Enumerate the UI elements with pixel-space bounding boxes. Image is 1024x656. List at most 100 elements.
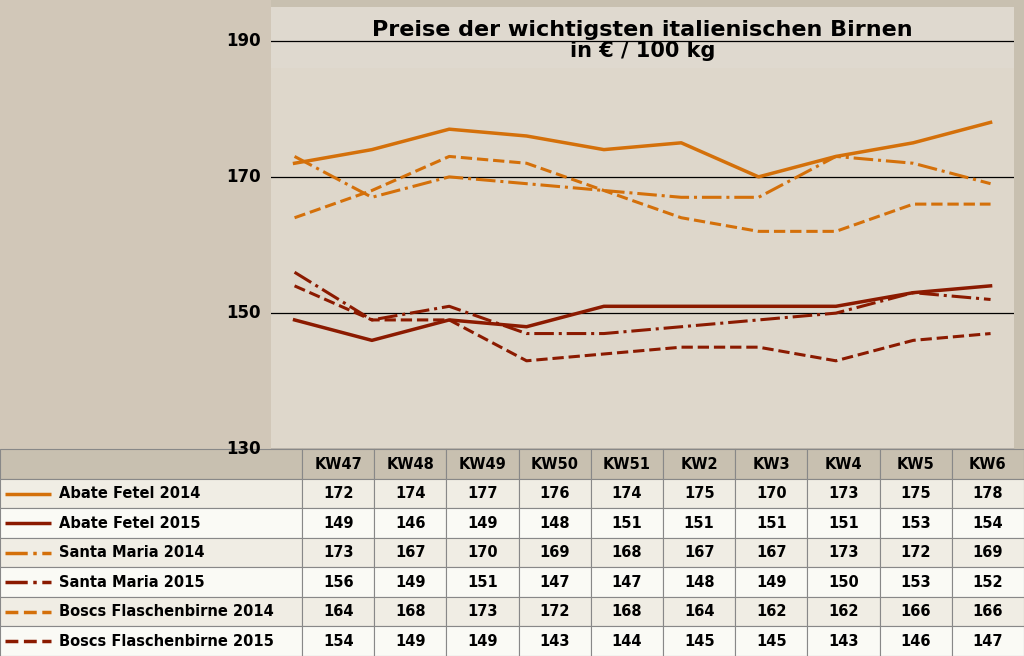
Text: 149: 149 bbox=[467, 516, 498, 531]
Bar bbox=[591, 567, 664, 597]
Text: KW3: KW3 bbox=[753, 457, 791, 472]
Text: 190: 190 bbox=[226, 31, 261, 50]
Text: KW48: KW48 bbox=[386, 457, 434, 472]
Bar bbox=[952, 538, 1024, 567]
Bar bbox=[952, 479, 1024, 508]
Bar bbox=[735, 597, 807, 626]
Bar bbox=[880, 479, 952, 508]
Text: 175: 175 bbox=[684, 486, 715, 501]
Bar bbox=[0, 567, 302, 597]
Text: 152: 152 bbox=[973, 575, 1004, 590]
Text: 143: 143 bbox=[540, 634, 570, 649]
Text: Abate Fetel 2015: Abate Fetel 2015 bbox=[59, 516, 201, 531]
Bar bbox=[664, 449, 735, 479]
Text: 173: 173 bbox=[467, 604, 498, 619]
Text: 166: 166 bbox=[900, 604, 931, 619]
Text: 167: 167 bbox=[756, 545, 786, 560]
Bar bbox=[880, 538, 952, 567]
Bar bbox=[0, 597, 302, 626]
Text: 173: 173 bbox=[828, 545, 859, 560]
Bar bbox=[0, 508, 302, 538]
Text: 147: 147 bbox=[611, 575, 642, 590]
Text: 168: 168 bbox=[611, 545, 642, 560]
Bar bbox=[518, 597, 591, 626]
Bar bbox=[952, 567, 1024, 597]
Bar bbox=[591, 479, 664, 508]
Bar bbox=[735, 508, 807, 538]
Text: 162: 162 bbox=[756, 604, 786, 619]
Text: 168: 168 bbox=[395, 604, 426, 619]
Text: 145: 145 bbox=[684, 634, 715, 649]
Text: Preise der wichtigsten italienischen Birnen: Preise der wichtigsten italienischen Bir… bbox=[373, 20, 912, 41]
Text: 178: 178 bbox=[973, 486, 1004, 501]
Text: 150: 150 bbox=[828, 575, 859, 590]
Bar bbox=[591, 449, 664, 479]
Text: 148: 148 bbox=[684, 575, 715, 590]
Bar bbox=[446, 597, 519, 626]
Text: 147: 147 bbox=[540, 575, 570, 590]
Text: 168: 168 bbox=[611, 604, 642, 619]
Bar bbox=[880, 449, 952, 479]
Text: 149: 149 bbox=[323, 516, 353, 531]
Text: 174: 174 bbox=[395, 486, 426, 501]
Text: 177: 177 bbox=[467, 486, 498, 501]
Text: 162: 162 bbox=[828, 604, 859, 619]
Bar bbox=[518, 508, 591, 538]
Text: 151: 151 bbox=[467, 575, 498, 590]
Text: 149: 149 bbox=[467, 634, 498, 649]
Bar bbox=[952, 626, 1024, 656]
Text: 149: 149 bbox=[395, 575, 426, 590]
Text: Santa Maria 2014: Santa Maria 2014 bbox=[59, 545, 205, 560]
Bar bbox=[735, 626, 807, 656]
Text: 167: 167 bbox=[684, 545, 715, 560]
Text: KW51: KW51 bbox=[603, 457, 651, 472]
Bar bbox=[880, 626, 952, 656]
Bar bbox=[302, 449, 375, 479]
Text: 144: 144 bbox=[611, 634, 642, 649]
Text: Boscs Flaschenbirne 2015: Boscs Flaschenbirne 2015 bbox=[59, 634, 274, 649]
Text: 149: 149 bbox=[756, 575, 786, 590]
Bar bbox=[446, 626, 519, 656]
Text: 172: 172 bbox=[900, 545, 931, 560]
Bar bbox=[591, 508, 664, 538]
Bar bbox=[664, 626, 735, 656]
Bar bbox=[591, 626, 664, 656]
Text: 173: 173 bbox=[828, 486, 859, 501]
Bar bbox=[0, 538, 302, 567]
Text: 151: 151 bbox=[684, 516, 715, 531]
Text: 143: 143 bbox=[828, 634, 859, 649]
Text: 156: 156 bbox=[323, 575, 353, 590]
Bar bbox=[302, 508, 375, 538]
Text: 170: 170 bbox=[226, 168, 261, 186]
Bar bbox=[518, 449, 591, 479]
Text: KW5: KW5 bbox=[897, 457, 935, 472]
Text: 146: 146 bbox=[395, 516, 426, 531]
Text: 172: 172 bbox=[540, 604, 570, 619]
Text: 169: 169 bbox=[973, 545, 1004, 560]
Text: 172: 172 bbox=[323, 486, 353, 501]
Bar bbox=[880, 597, 952, 626]
Bar bbox=[446, 538, 519, 567]
Bar bbox=[375, 597, 446, 626]
Bar bbox=[302, 538, 375, 567]
Bar bbox=[591, 597, 664, 626]
Bar bbox=[735, 479, 807, 508]
Bar bbox=[664, 538, 735, 567]
Bar bbox=[880, 567, 952, 597]
Bar bbox=[807, 479, 880, 508]
Text: 176: 176 bbox=[540, 486, 570, 501]
Bar bbox=[664, 597, 735, 626]
Text: 151: 151 bbox=[756, 516, 786, 531]
Text: 170: 170 bbox=[467, 545, 498, 560]
Bar bbox=[0, 449, 302, 479]
Bar bbox=[807, 626, 880, 656]
Bar bbox=[664, 508, 735, 538]
Bar bbox=[0, 479, 302, 508]
Text: KW6: KW6 bbox=[969, 457, 1007, 472]
Text: KW49: KW49 bbox=[459, 457, 507, 472]
Text: 151: 151 bbox=[611, 516, 642, 531]
Text: Santa Maria 2015: Santa Maria 2015 bbox=[59, 575, 205, 590]
Text: 170: 170 bbox=[756, 486, 786, 501]
Bar bbox=[952, 508, 1024, 538]
Text: Boscs Flaschenbirne 2014: Boscs Flaschenbirne 2014 bbox=[59, 604, 274, 619]
